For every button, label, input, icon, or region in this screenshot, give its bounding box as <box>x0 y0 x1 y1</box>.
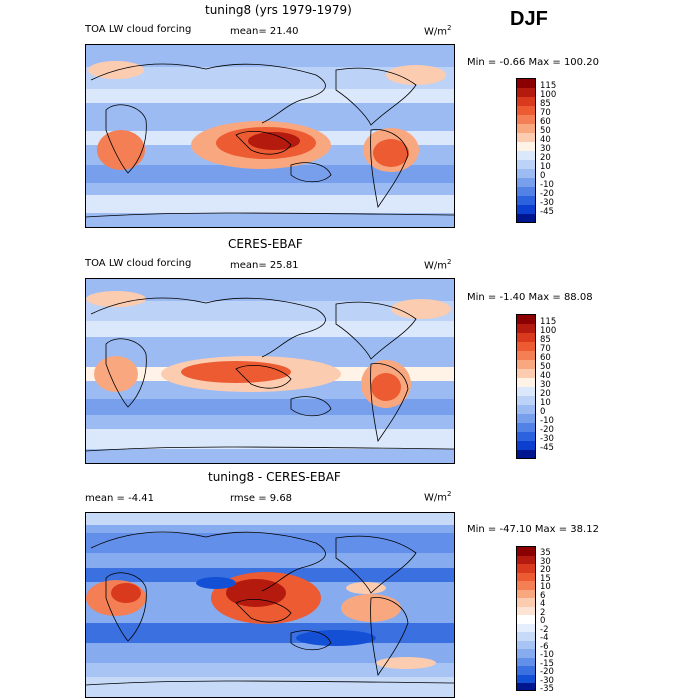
cbar-tick: -10 <box>540 416 554 426</box>
panel-3-mean: mean = -4.41 <box>85 493 154 504</box>
panel-2-variable: TOA LW cloud forcing <box>85 258 192 269</box>
panel-1-mean: mean= 21.40 <box>230 26 299 37</box>
cbar-tick: 4 <box>540 599 546 609</box>
cbar-tick: -6 <box>540 641 549 652</box>
cbar-tick: 60 <box>540 117 551 127</box>
panel-3-units: W/m2 <box>424 490 452 504</box>
cbar-tick: 20 <box>540 565 551 575</box>
panel-2-colorbar <box>516 314 536 459</box>
cbar-tick: 20 <box>540 153 551 163</box>
cbar-tick: 10 <box>540 582 551 592</box>
cbar-tick: 100 <box>540 90 557 100</box>
cbar-tick: -45 <box>540 443 554 453</box>
cbar-tick: 2 <box>540 607 546 618</box>
cbar-tick: -20 <box>540 425 554 435</box>
panel-2-title: CERES-EBAF <box>228 237 303 251</box>
cbar-tick: 50 <box>540 126 551 136</box>
season-label: DJF <box>510 8 548 30</box>
cbar-tick: -30 <box>540 675 554 686</box>
panel-3-rmse: rmse = 9.68 <box>230 493 293 504</box>
panel-1-minmax: Min = -0.66 Max = 100.20 <box>467 57 599 68</box>
panel-2-mean: mean= 25.81 <box>230 260 299 271</box>
cbar-tick: 10 <box>540 398 551 408</box>
cbar-tick: -20 <box>540 189 554 199</box>
panel-3-colorbar <box>516 546 536 691</box>
panel-1-map <box>85 44 455 228</box>
cbar-tick: 0 <box>540 616 546 626</box>
cbar-tick: -10 <box>540 180 554 190</box>
cbar-tick: 30 <box>540 380 551 390</box>
cbar-tick: 40 <box>540 135 551 145</box>
cbar-tick: 100 <box>540 326 557 336</box>
cbar-tick: -45 <box>540 207 554 217</box>
cbar-tick: 30 <box>540 556 551 567</box>
panel-1-title: tuning8 (yrs 1979-1979) <box>205 3 352 17</box>
cbar-tick: 0 <box>540 171 546 181</box>
cbar-tick: 35 <box>540 548 551 558</box>
cbar-tick: 6 <box>540 590 546 601</box>
panel-3-minmax: Min = -47.10 Max = 38.12 <box>467 524 599 535</box>
cbar-tick: 85 <box>540 99 551 109</box>
panel-1-variable: TOA LW cloud forcing <box>85 24 192 35</box>
cbar-tick: 0 <box>540 407 546 417</box>
cbar-tick: 85 <box>540 335 551 345</box>
cbar-tick: -2 <box>540 624 549 635</box>
cbar-tick: 60 <box>540 353 551 363</box>
cbar-tick: 20 <box>540 389 551 399</box>
cbar-tick: -30 <box>540 198 554 208</box>
panel-2-units: W/m2 <box>424 258 452 272</box>
cbar-tick: -35 <box>540 684 554 694</box>
panel-3-map <box>85 512 455 698</box>
cbar-tick: -10 <box>540 650 554 660</box>
panel-1-units: W/m2 <box>424 24 452 38</box>
cbar-tick: 30 <box>540 144 551 154</box>
cbar-tick: -15 <box>540 658 554 669</box>
cbar-tick: 15 <box>540 573 551 584</box>
panel-2-map <box>85 278 455 464</box>
panel-1-colorbar <box>516 78 536 223</box>
cbar-tick: 115 <box>540 81 557 91</box>
cbar-tick: 70 <box>540 108 551 118</box>
cbar-tick: 40 <box>540 371 551 381</box>
cbar-tick: 70 <box>540 344 551 354</box>
cbar-tick: -30 <box>540 434 554 444</box>
cbar-tick: 50 <box>540 362 551 372</box>
cbar-tick: 115 <box>540 317 557 327</box>
panel-3-title: tuning8 - CERES-EBAF <box>208 470 341 484</box>
cbar-tick: -4 <box>540 633 549 643</box>
cbar-tick: 10 <box>540 162 551 172</box>
panel-2-minmax: Min = -1.40 Max = 88.08 <box>467 292 593 303</box>
cbar-tick: -20 <box>540 667 554 677</box>
